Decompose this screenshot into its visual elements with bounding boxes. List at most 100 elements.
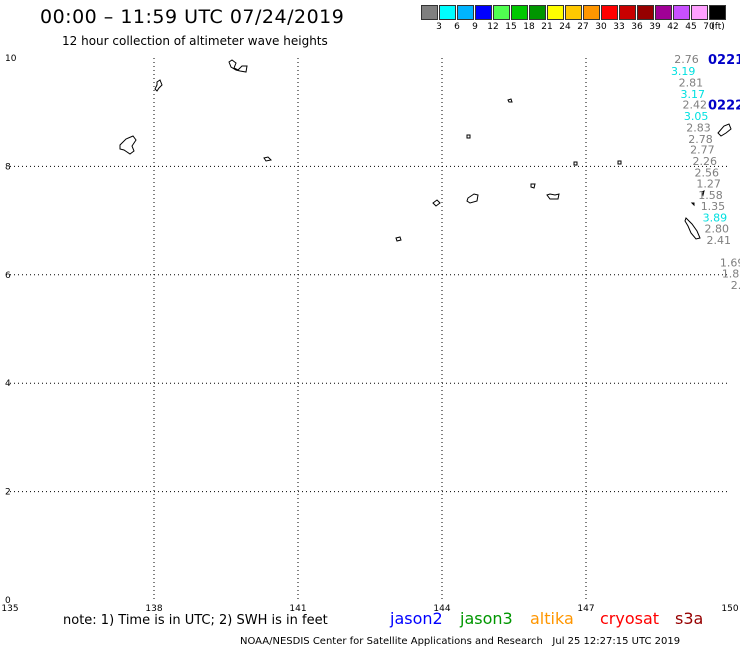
legend-label: 6	[454, 22, 460, 32]
legend-swatch	[511, 5, 528, 20]
legend-label: 39	[649, 22, 661, 32]
island	[507, 98, 513, 103]
legend-label: 3	[436, 22, 442, 32]
wave-height-value: 2.78	[688, 133, 713, 146]
wave-height-value: 2.4	[731, 279, 740, 292]
legend-swatch	[493, 5, 510, 20]
wave-height-value: 2.80	[705, 223, 730, 236]
legend-swatch	[601, 5, 618, 20]
credit-line: NOAA/NESDIS Center for Satellite Applica…	[240, 636, 680, 647]
wave-height-value: 3.05	[684, 110, 709, 123]
footer-note: note: 1) Time is in UTC; 2) SWH is in fe…	[63, 613, 328, 628]
island	[546, 193, 560, 200]
legend-label: 33	[613, 22, 625, 32]
map-grid	[10, 58, 730, 600]
legend-swatch	[619, 5, 636, 20]
y-tick-label: 10	[5, 54, 17, 64]
island	[701, 190, 705, 197]
legend-label: 9	[472, 22, 478, 32]
island	[717, 123, 732, 137]
satellite-name: jason2	[390, 609, 443, 628]
wave-height-value: 1.27	[696, 178, 721, 191]
legend-swatch	[565, 5, 582, 20]
timestamp: Jul 25 12:27:15 UTC 2019	[552, 636, 681, 647]
legend-label: 15	[505, 22, 517, 32]
island	[263, 156, 273, 162]
legend-swatch	[655, 5, 672, 20]
legend-swatch	[439, 5, 456, 20]
legend-swatch	[709, 5, 726, 20]
legend-swatch	[547, 5, 564, 20]
satellite-name: s3a	[675, 609, 704, 628]
legend-swatch	[691, 5, 708, 20]
wave-height-value: 3.89	[703, 211, 728, 224]
y-tick-label: 0	[5, 596, 11, 606]
legend-label: 18	[523, 22, 535, 32]
wave-height-value: 1.35	[701, 200, 726, 213]
island	[154, 79, 163, 92]
legend-swatch	[475, 5, 492, 20]
credit-text: NOAA/NESDIS Center for Satellite Applica…	[240, 636, 543, 647]
wave-height-value: 2.41	[706, 234, 731, 247]
wave-height-value: 2.77	[690, 144, 715, 157]
legend-label: 36	[631, 22, 643, 32]
legend-swatch	[457, 5, 474, 20]
island	[119, 135, 137, 155]
legend-label: 21	[541, 22, 553, 32]
pass-time-label: 0222	[708, 99, 740, 114]
island	[466, 134, 471, 139]
legend-label: 30	[595, 22, 607, 32]
wave-height-value: 2.26	[693, 155, 718, 168]
island	[395, 236, 402, 242]
island	[432, 199, 441, 207]
wave-height-value: 1.69	[720, 256, 740, 269]
wave-height-value: 1.58	[698, 189, 723, 202]
land-outlines	[119, 59, 732, 242]
wave-height-value: 3.17	[681, 88, 706, 101]
satellite-name: cryosat	[600, 609, 660, 628]
page-subtitle: 12 hour collection of altimeter wave hei…	[62, 34, 328, 48]
legend-swatch	[421, 5, 438, 20]
y-tick-label: 6	[5, 271, 11, 281]
wave-height-value: 2.76	[674, 53, 699, 66]
island	[684, 217, 701, 240]
pass-time-label: 0221	[708, 53, 740, 68]
color-legend	[421, 5, 727, 20]
axis-tick-labels: 135 138 141 144 147 150 0 2 4 6 8 10	[1, 54, 738, 614]
x-tick-label: 138	[145, 604, 162, 614]
wave-height-observations: 2.763.192.813.172.423.052.832.782.772.26…	[671, 53, 740, 303]
wave-height-value: 2.83	[686, 121, 711, 134]
legend-label: 24	[559, 22, 571, 32]
page-title: 00:00 – 11:59 UTC 07/24/2019	[40, 6, 345, 28]
island	[617, 160, 622, 165]
island	[530, 183, 536, 189]
legend-swatch	[673, 5, 690, 20]
wave-height-value: 1.89	[722, 268, 740, 281]
legend-swatch	[637, 5, 654, 20]
wave-height-value: 2.42	[682, 99, 707, 112]
wave-height-value: 3.19	[671, 65, 696, 78]
island	[690, 202, 695, 207]
legend-unit: (ft)	[711, 22, 725, 32]
satellite-name: jason3	[460, 609, 513, 628]
island	[573, 161, 578, 166]
wave-height-value: 2.56	[694, 166, 719, 179]
legend-label: 45	[685, 22, 697, 32]
island	[466, 193, 479, 204]
legend-label: 27	[577, 22, 589, 32]
wave-height-value: 2.81	[679, 76, 704, 89]
y-tick-label: 8	[5, 162, 11, 172]
legend-label: 12	[487, 22, 499, 32]
legend-swatch	[529, 5, 546, 20]
x-tick-label: 144	[433, 604, 450, 614]
island	[228, 59, 248, 73]
legend-swatch	[583, 5, 600, 20]
satellite-name: altika	[530, 609, 574, 628]
y-tick-label: 2	[5, 488, 11, 498]
x-tick-label: 141	[289, 604, 306, 614]
x-tick-label: 135	[1, 604, 18, 614]
x-tick-label: 150	[721, 604, 738, 614]
legend-label: 42	[667, 22, 679, 32]
pass-labels: 0221 0222	[708, 53, 740, 114]
